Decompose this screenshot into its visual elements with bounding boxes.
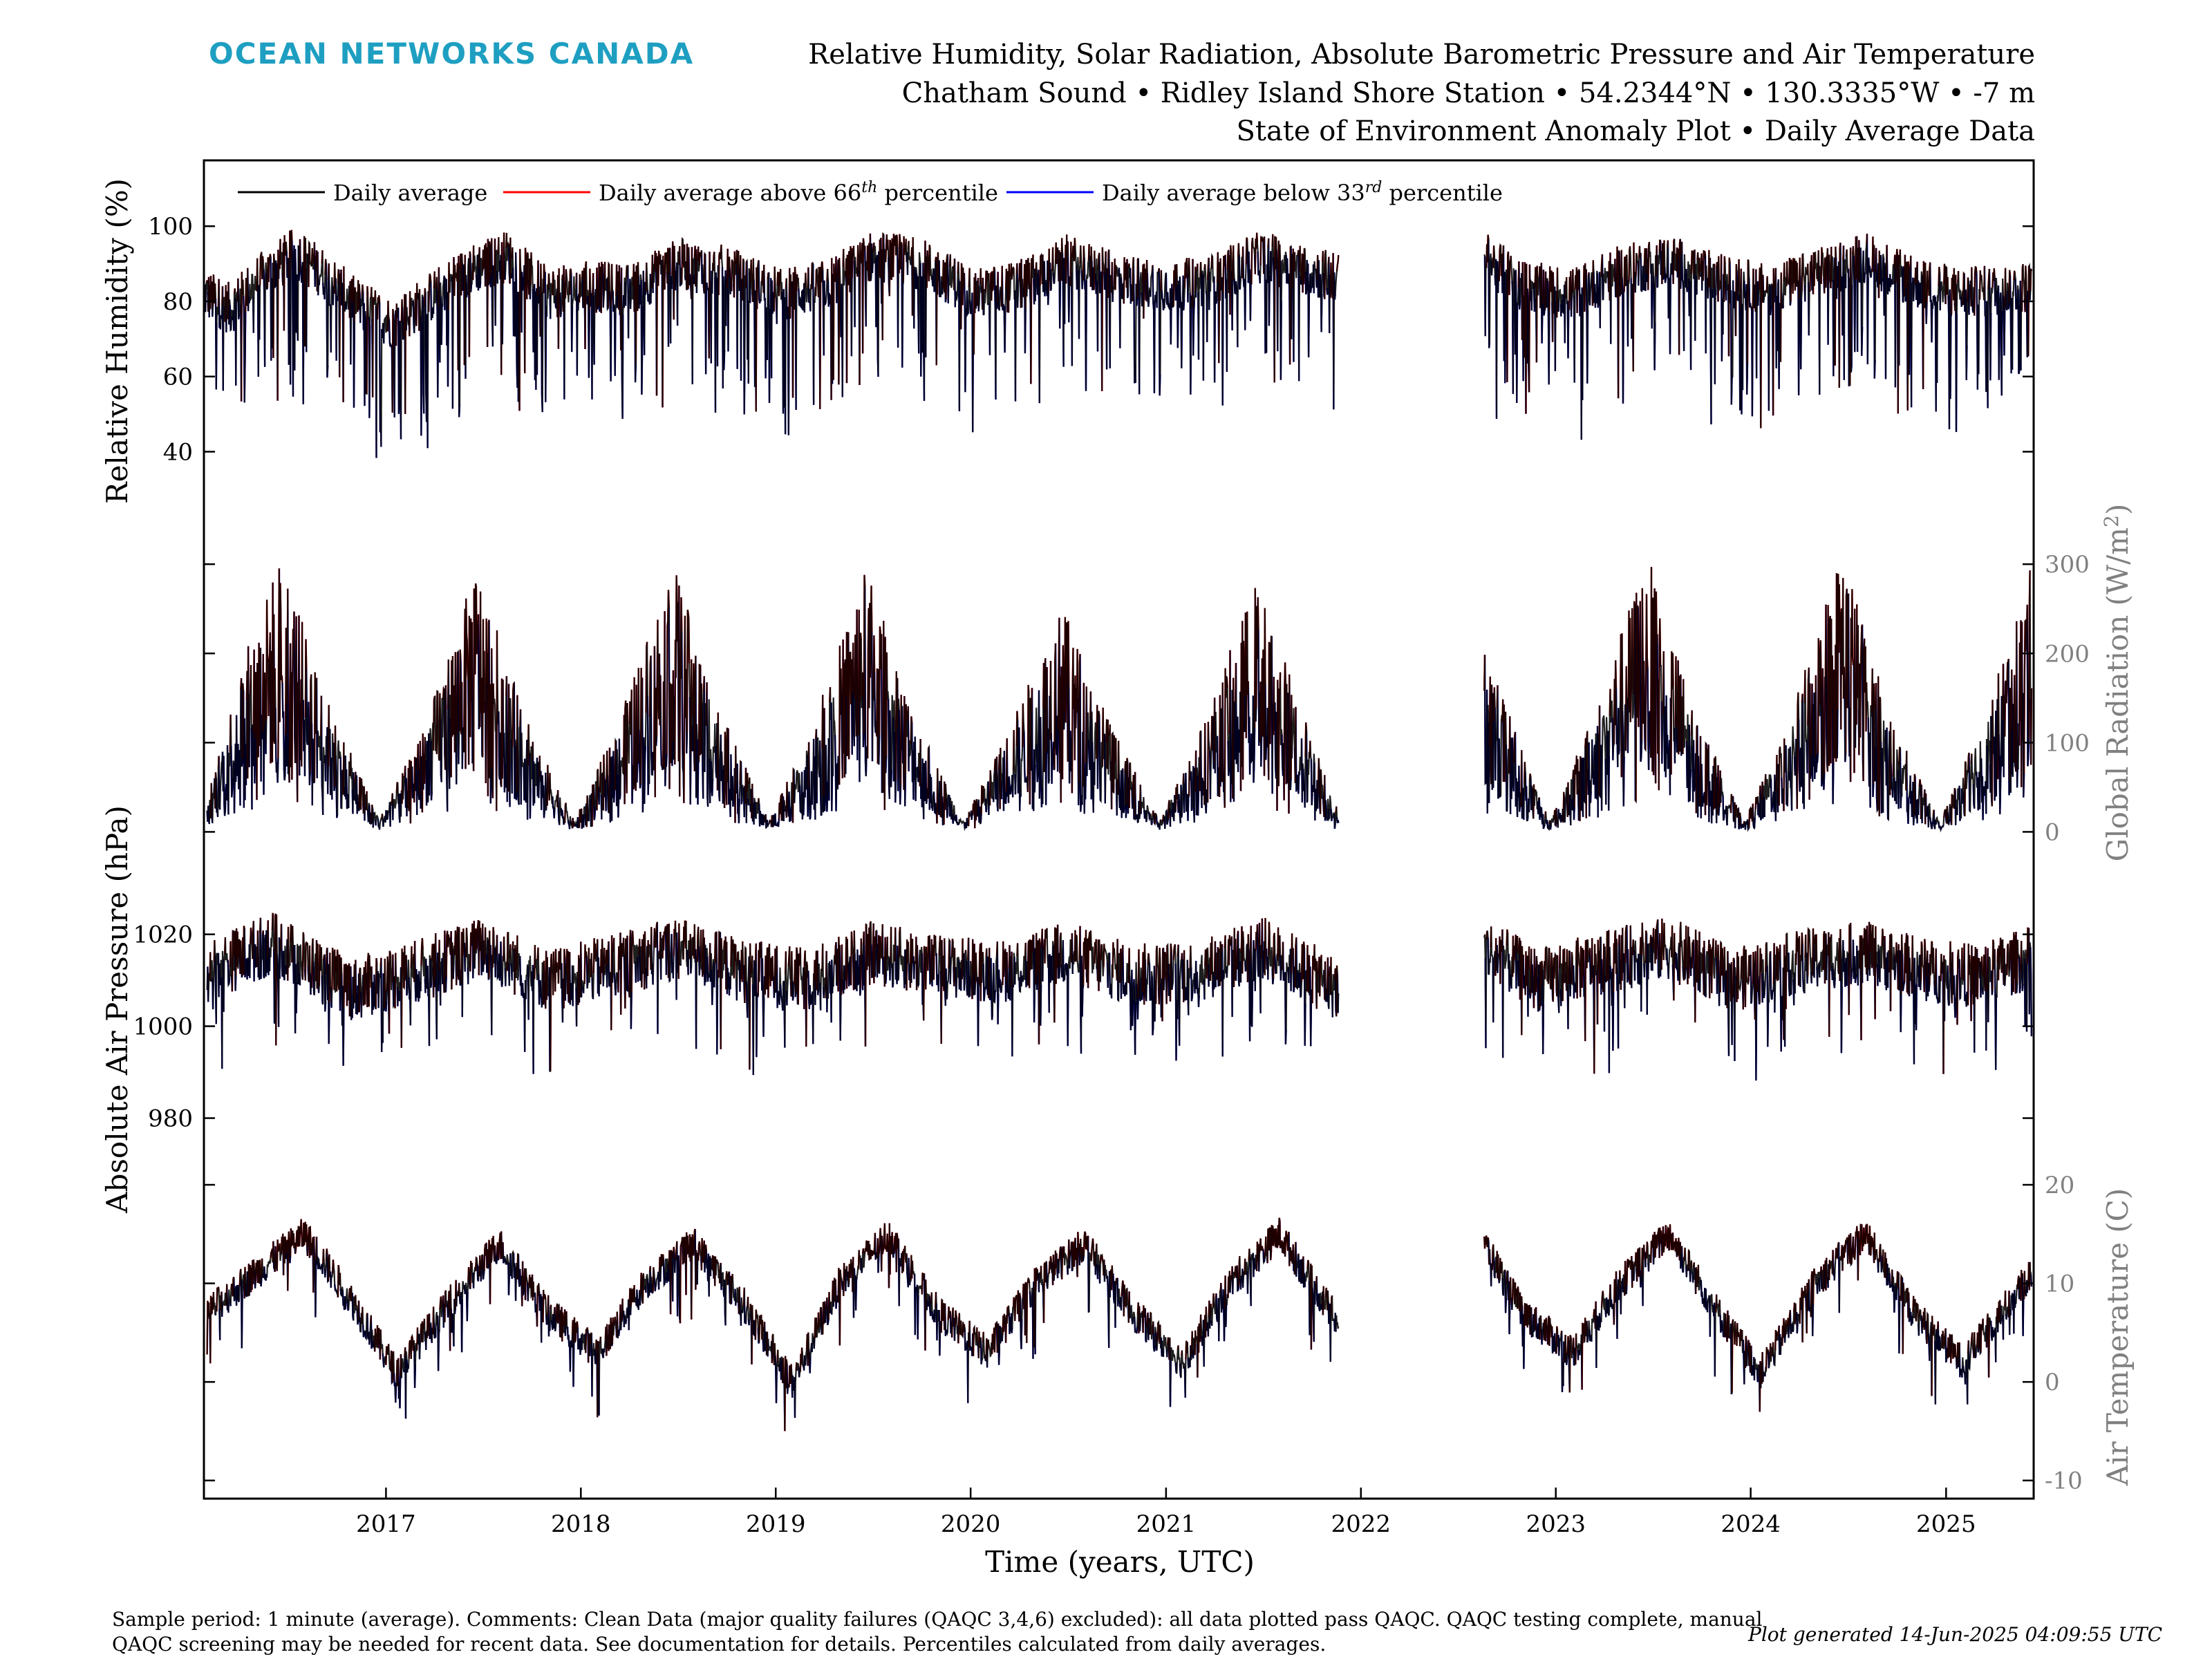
y-axis-label-sup: 2	[2100, 515, 2123, 527]
legend-above-sup: th	[861, 179, 877, 196]
legend: Daily average Daily average above 66th p…	[238, 179, 1503, 206]
humidity-daily-series-seg1	[1483, 234, 2032, 440]
series-layer	[203, 229, 2033, 1432]
x-tick-label: 2020	[941, 1510, 1001, 1538]
legend-above-suffix: percentile	[877, 180, 998, 206]
axes-layer: 2017 2018 2019 2020 2021 2022 2023 2024 20254060…	[100, 159, 2135, 1538]
temperature-daily-series-seg1	[1483, 1224, 2032, 1412]
y-axis-label-humidity: Relative Humidity (%)	[100, 178, 134, 504]
y-tick-label: -10	[2045, 1468, 2083, 1495]
temperature-daily-series-seg0	[206, 1217, 1340, 1432]
x-tick-label: 2022	[1331, 1510, 1391, 1538]
y-axis-label-text: Air Temperature (C)	[2101, 1188, 2135, 1487]
y-axis-label-text: Global Radiation (W/m	[2101, 527, 2135, 862]
y-axis-label-temperature: Air Temperature (C)	[2101, 1188, 2135, 1487]
x-tick-label: 2017	[356, 1510, 416, 1538]
humidity-daily-series-seg0	[203, 229, 1340, 458]
legend-above-label: Daily average above 66th percentile	[599, 179, 998, 206]
legend-above-prefix: Daily average above 66	[599, 180, 861, 206]
x-tick-label: 2018	[551, 1510, 611, 1538]
pressure-daily-series-seg1	[1483, 918, 2032, 1081]
legend-below-prefix: Daily average below 33	[1102, 180, 1365, 206]
chart-title: Relative Humidity, Solar Radiation, Abso…	[808, 39, 2035, 71]
y-axis-label-pressure: Absolute Air Pressure (hPa)	[100, 805, 134, 1214]
legend-below-suffix: percentile	[1382, 180, 1503, 206]
y-axis-label-end: )	[2101, 504, 2135, 515]
y-tick-label: 40	[163, 438, 193, 466]
y-axis-label-text: Relative Humidity (%)	[100, 178, 134, 504]
x-tick-label: 2025	[1916, 1510, 1976, 1538]
radiation-daily-series-seg0	[206, 568, 1340, 832]
x-tick-label: 2021	[1136, 1510, 1197, 1538]
footer-note-line1: Sample period: 1 minute (average). Comme…	[112, 1608, 1763, 1631]
x-axis-label: Time (years, UTC)	[985, 1545, 1255, 1579]
y-tick-label: 300	[2045, 551, 2090, 579]
y-tick-label: 1000	[133, 1013, 193, 1041]
y-tick-label: 200	[2045, 640, 2090, 668]
legend-below-sup: rd	[1365, 179, 1382, 196]
legend-below-label: Daily average below 33rd percentile	[1102, 179, 1503, 206]
x-tick-label: 2019	[746, 1510, 806, 1538]
radiation-daily-series-seg1	[1483, 567, 2032, 833]
chart-subtitle-type: State of Environment Anomaly Plot • Dail…	[1236, 115, 2035, 147]
y-tick-label: 60	[163, 364, 193, 391]
y-axis-label-radiation: Global Radiation (W/m2)	[2100, 504, 2135, 862]
y-tick-label: 100	[148, 213, 193, 241]
ocean-networks-canada-logo: OCEAN NETWORKS CANADA	[209, 37, 694, 71]
y-tick-label: 0	[2045, 1369, 2060, 1396]
x-tick-label: 2023	[1526, 1510, 1586, 1538]
chart-subtitle-location: Chatham Sound • Ridley Island Shore Stat…	[902, 77, 2035, 109]
plot-frame	[203, 159, 2035, 1500]
y-tick-label: 20	[2045, 1172, 2074, 1199]
pressure-daily-series-seg0	[206, 912, 1340, 1076]
legend-daily-label: Daily average	[333, 180, 487, 206]
y-tick-label: 10	[2045, 1271, 2074, 1298]
y-tick-label: 80	[163, 288, 193, 316]
footer-note-line2: QAQC screening may be needed for recent …	[112, 1633, 1326, 1656]
y-tick-label: 1020	[133, 921, 193, 949]
y-axis-label-text: Absolute Air Pressure (hPa)	[100, 805, 134, 1214]
y-tick-label: 0	[2045, 818, 2060, 846]
x-tick-label: 2024	[1721, 1510, 1781, 1538]
plot-generated-stamp: Plot generated 14-Jun-2025 04:09:55 UTC	[1747, 1623, 2162, 1646]
y-tick-label: 980	[148, 1105, 193, 1133]
y-tick-label: 100	[2045, 729, 2090, 757]
